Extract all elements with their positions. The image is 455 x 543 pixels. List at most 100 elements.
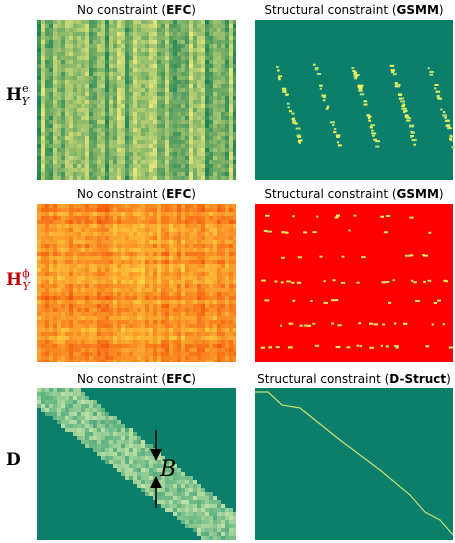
cell bbox=[161, 472, 165, 476]
cell bbox=[185, 512, 189, 516]
cell bbox=[53, 212, 57, 216]
cell bbox=[189, 224, 193, 228]
cell bbox=[233, 336, 236, 340]
cell bbox=[145, 44, 149, 48]
cell bbox=[193, 240, 197, 244]
cell bbox=[137, 232, 141, 236]
cell bbox=[173, 164, 177, 168]
cell bbox=[209, 312, 213, 316]
cell bbox=[153, 156, 157, 160]
cell bbox=[37, 216, 41, 220]
cell bbox=[185, 324, 189, 328]
cell bbox=[133, 344, 137, 348]
cell bbox=[89, 260, 93, 264]
cell bbox=[49, 396, 53, 400]
cell bbox=[125, 292, 129, 296]
cell bbox=[181, 108, 185, 112]
cell bbox=[173, 264, 177, 268]
cell bbox=[81, 128, 85, 132]
cell bbox=[189, 24, 193, 28]
cell bbox=[145, 476, 149, 480]
dot bbox=[431, 323, 434, 326]
cell bbox=[45, 88, 49, 92]
cell bbox=[185, 488, 189, 492]
cell bbox=[213, 64, 217, 68]
title-text: ) bbox=[446, 372, 451, 386]
cell bbox=[45, 204, 49, 208]
cell bbox=[89, 168, 93, 172]
cell bbox=[165, 360, 169, 362]
cell bbox=[213, 228, 217, 232]
cell bbox=[165, 280, 169, 284]
cell bbox=[97, 444, 101, 448]
cell bbox=[141, 452, 145, 456]
cell bbox=[133, 256, 137, 260]
cell bbox=[117, 112, 121, 116]
cell bbox=[165, 468, 169, 472]
cell bbox=[77, 116, 81, 120]
cell bbox=[65, 168, 69, 172]
cell bbox=[109, 308, 113, 312]
cell bbox=[117, 340, 121, 344]
cell bbox=[49, 304, 53, 308]
cell bbox=[145, 264, 149, 268]
cell bbox=[101, 144, 105, 148]
cell bbox=[49, 264, 53, 268]
cell bbox=[181, 328, 185, 332]
cell bbox=[205, 360, 209, 362]
cell bbox=[225, 48, 229, 52]
cell bbox=[153, 40, 157, 44]
cell bbox=[57, 136, 61, 140]
cell bbox=[133, 148, 137, 152]
cell bbox=[177, 232, 181, 236]
cell bbox=[229, 80, 233, 84]
title-text: Structural constraint ( bbox=[257, 372, 389, 386]
cell bbox=[85, 344, 89, 348]
cell bbox=[229, 108, 233, 112]
cell bbox=[117, 276, 121, 280]
cell bbox=[97, 416, 101, 420]
cell bbox=[85, 340, 89, 344]
cell bbox=[77, 316, 81, 320]
cell bbox=[129, 52, 133, 56]
cell bbox=[89, 148, 93, 152]
cell bbox=[45, 280, 49, 284]
cell bbox=[193, 520, 197, 524]
cell bbox=[45, 332, 49, 336]
cell bbox=[173, 28, 177, 32]
cell bbox=[105, 304, 109, 308]
cell bbox=[233, 292, 236, 296]
cell bbox=[105, 268, 109, 272]
cell bbox=[149, 324, 153, 328]
cell bbox=[177, 260, 181, 264]
cell bbox=[205, 220, 209, 224]
cell bbox=[109, 52, 113, 56]
cell bbox=[133, 24, 137, 28]
cell bbox=[45, 248, 49, 252]
cell bbox=[197, 520, 201, 524]
cell bbox=[113, 132, 117, 136]
cell bbox=[93, 88, 97, 92]
cell bbox=[81, 320, 85, 324]
cell bbox=[121, 352, 125, 356]
cell bbox=[157, 108, 161, 112]
cell bbox=[61, 284, 65, 288]
cell bbox=[61, 20, 65, 24]
cell bbox=[81, 124, 85, 128]
cell bbox=[213, 332, 217, 336]
cell bbox=[221, 24, 225, 28]
cell bbox=[37, 352, 41, 356]
cell bbox=[129, 128, 133, 132]
cell bbox=[117, 100, 121, 104]
cell bbox=[57, 344, 61, 348]
cell bbox=[153, 352, 157, 356]
cell bbox=[169, 464, 173, 468]
cell bbox=[69, 224, 73, 228]
cell bbox=[189, 312, 193, 316]
cell bbox=[153, 116, 157, 120]
cell bbox=[205, 24, 209, 28]
cell bbox=[53, 64, 57, 68]
cell bbox=[49, 332, 53, 336]
cell bbox=[193, 176, 197, 180]
cell bbox=[73, 292, 77, 296]
